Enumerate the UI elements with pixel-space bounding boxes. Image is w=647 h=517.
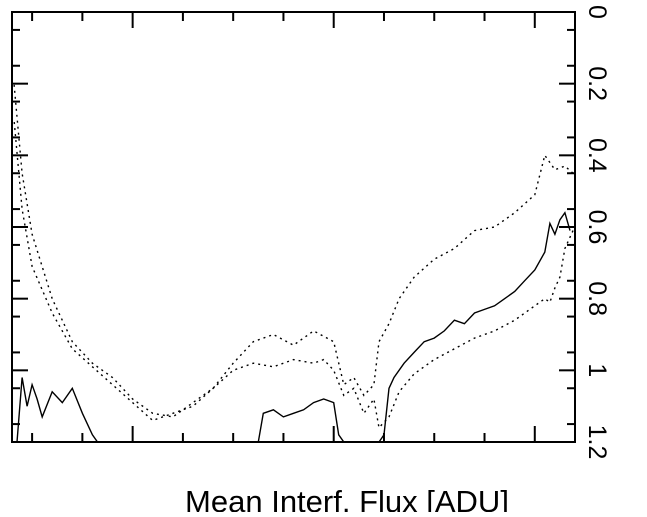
series-line-2 bbox=[13, 119, 574, 430]
x-tick-label: 8 bbox=[528, 0, 542, 2]
y-tick-label: 0.6 bbox=[583, 210, 611, 245]
axes: 8101200.20.40.60.811.2λ[μm] bbox=[11, 0, 611, 460]
x-tick-label: 10 bbox=[319, 0, 348, 2]
y-tick-label: 0.4 bbox=[583, 138, 611, 173]
series-line-1 bbox=[16, 211, 571, 442]
y-tick-label: 0.8 bbox=[583, 281, 611, 316]
series-line-3 bbox=[13, 83, 574, 418]
y-tick-label: 0 bbox=[583, 5, 611, 19]
x-tick-label: 12 bbox=[118, 0, 147, 2]
y-axis-label: Mean Interf. Flux [ADU] bbox=[185, 484, 509, 512]
plot-area bbox=[13, 83, 574, 442]
plot-frame bbox=[11, 11, 576, 443]
y-tick-label: 1.2 bbox=[583, 425, 611, 460]
y-tick-label: 1 bbox=[583, 363, 611, 377]
y-tick-label: 0.2 bbox=[583, 66, 611, 101]
